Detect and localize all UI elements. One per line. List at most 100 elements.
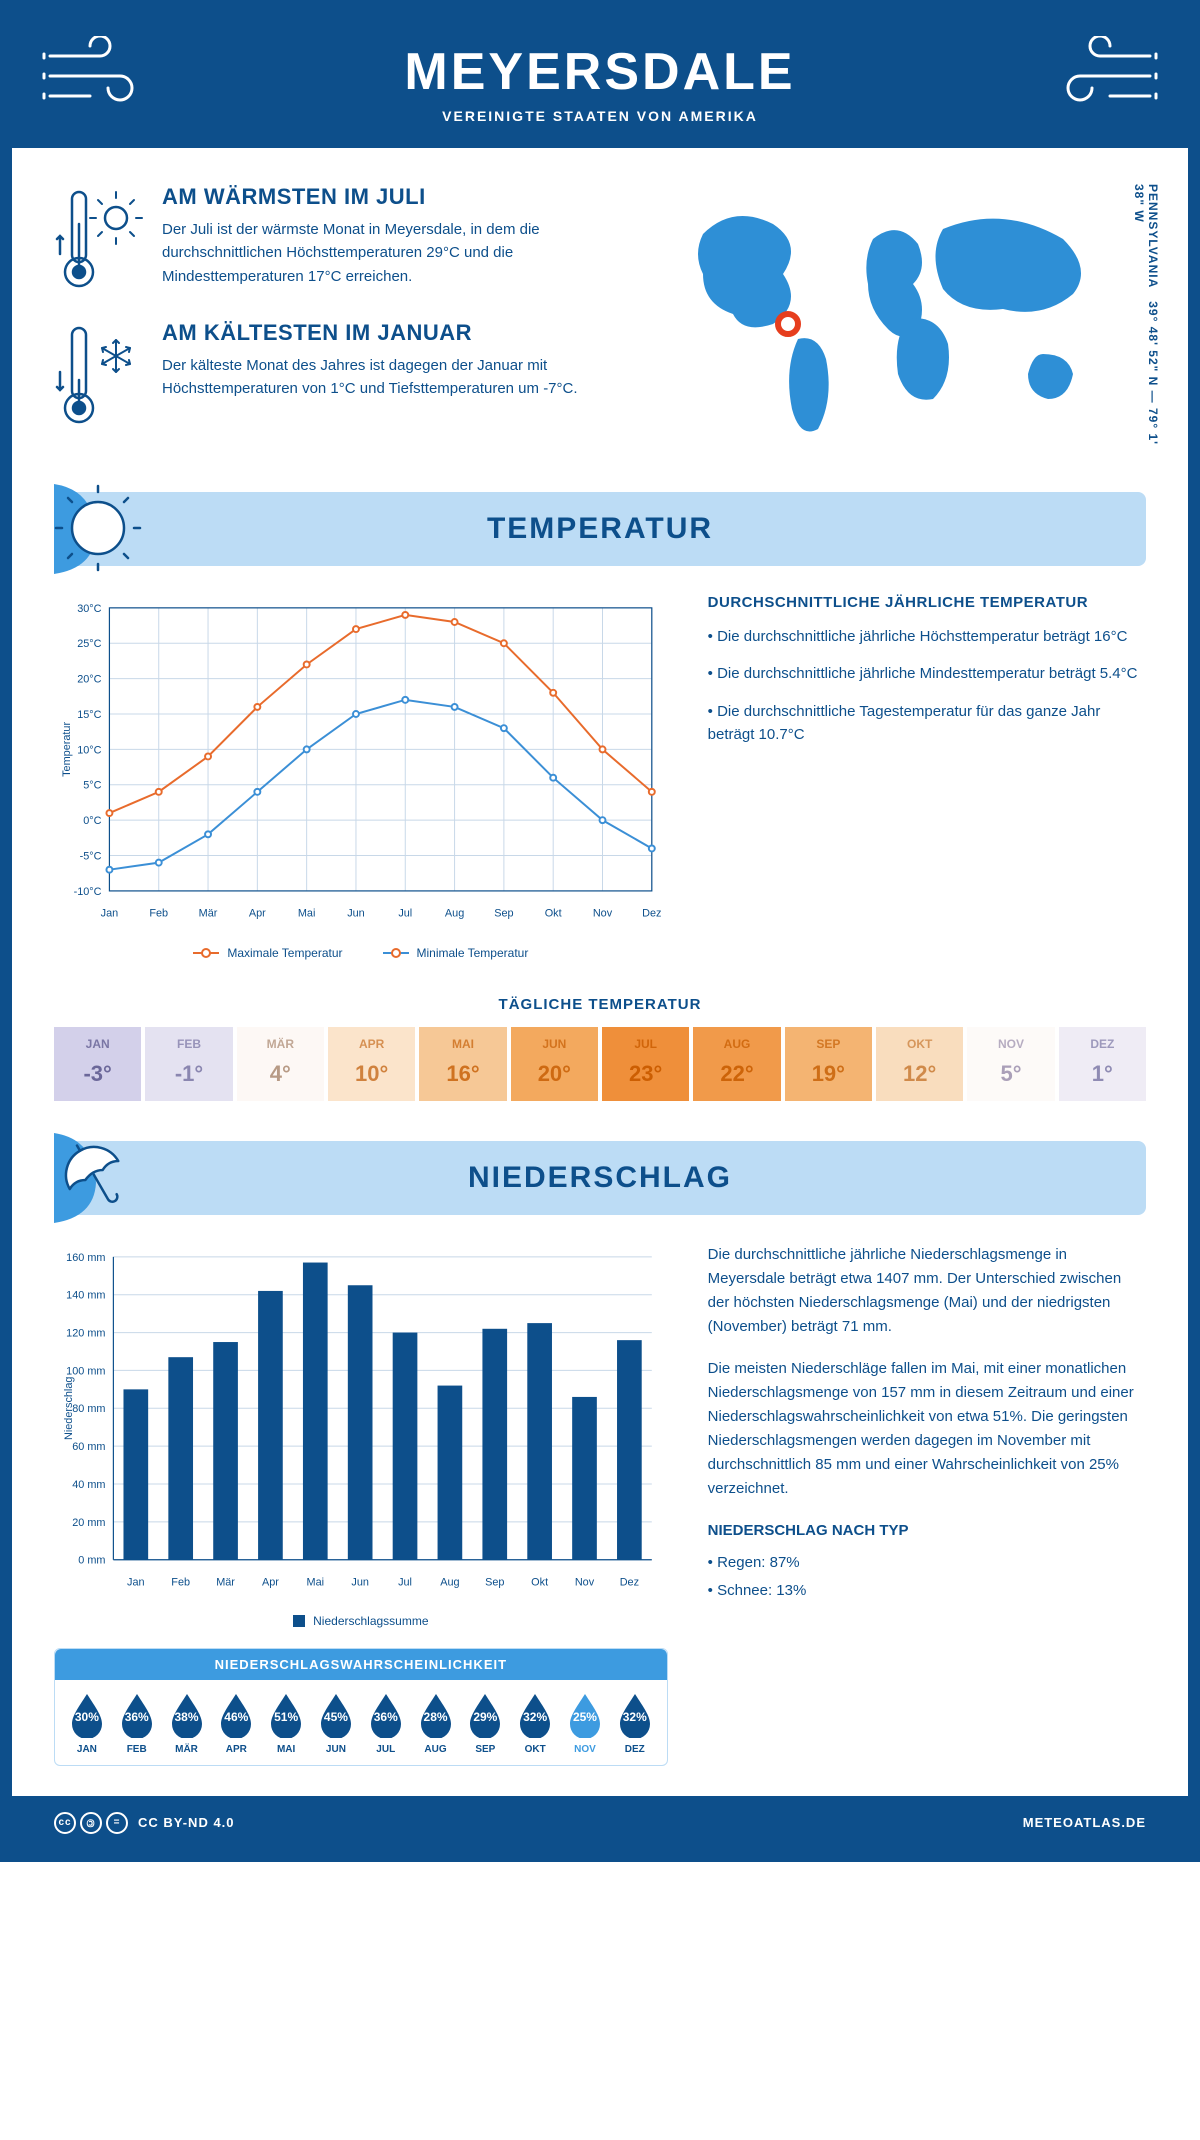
precip-bar-chart: 0 mm20 mm40 mm60 mm80 mm100 mm120 mm140 …	[54, 1243, 668, 1599]
precip-text: Die durchschnittliche jährliche Niedersc…	[708, 1243, 1146, 1766]
svg-text:120 mm: 120 mm	[66, 1327, 105, 1339]
svg-text:5°C: 5°C	[83, 780, 101, 792]
warmest-text: AM WÄRMSTEN IM JULI Der Juli ist der wär…	[162, 184, 580, 294]
svg-text:Okt: Okt	[531, 1576, 548, 1588]
probability-cell: 32% OKT	[511, 1692, 559, 1755]
temp-fact-2: • Die durchschnittliche jährliche Mindes…	[708, 662, 1146, 685]
raindrop-icon: 51%	[267, 1692, 305, 1738]
precip-section-header: NIEDERSCHLAG	[54, 1141, 1146, 1215]
svg-text:10°C: 10°C	[77, 744, 101, 756]
raindrop-icon: 29%	[466, 1692, 504, 1738]
precip-para-1: Die durchschnittliche jährliche Niedersc…	[708, 1243, 1146, 1339]
svg-text:Temperatur: Temperatur	[61, 722, 73, 777]
temperature-title: TEMPERATUR	[74, 512, 1126, 546]
temperature-section-header: TEMPERATUR	[54, 492, 1146, 566]
svg-text:Apr: Apr	[249, 908, 266, 920]
daily-temp-title: TÄGLICHE TEMPERATUR	[54, 996, 1146, 1013]
probability-cell: 46% APR	[212, 1692, 260, 1755]
raindrop-icon: 38%	[168, 1692, 206, 1738]
svg-text:Nov: Nov	[593, 908, 613, 920]
svg-text:80 mm: 80 mm	[72, 1403, 105, 1415]
footer: cc🄯= CC BY-ND 4.0 METEOATLAS.DE	[12, 1796, 1188, 1850]
precip-type-snow: • Schnee: 13%	[708, 1579, 1146, 1603]
svg-text:Okt: Okt	[545, 908, 562, 920]
intro-row: AM WÄRMSTEN IM JULI Der Juli ist der wär…	[54, 184, 1146, 456]
svg-text:-10°C: -10°C	[74, 886, 102, 898]
svg-text:40 mm: 40 mm	[72, 1478, 105, 1490]
svg-text:0 mm: 0 mm	[78, 1554, 105, 1566]
daily-cell: MAI16°	[419, 1027, 506, 1101]
svg-text:Dez: Dez	[642, 908, 661, 920]
coldest-fact: AM KÄLTESTEN IM JANUAR Der kälteste Mona…	[54, 320, 580, 430]
raindrop-icon: 25%	[566, 1692, 604, 1738]
daily-cell: OKT12°	[876, 1027, 963, 1101]
svg-text:Jan: Jan	[101, 908, 119, 920]
svg-text:Aug: Aug	[445, 908, 464, 920]
probability-cell: 36% JUL	[362, 1692, 410, 1755]
daily-cell: JUN20°	[511, 1027, 598, 1101]
probability-cell: 51% MAI	[262, 1692, 310, 1755]
svg-text:60 mm: 60 mm	[72, 1441, 105, 1453]
raindrop-icon: 32%	[616, 1692, 654, 1738]
infographic-page: MEYERSDALE VEREINIGTE STAATEN VON AMERIK…	[0, 0, 1200, 1862]
svg-text:100 mm: 100 mm	[66, 1365, 105, 1377]
svg-text:Niederschlag: Niederschlag	[63, 1376, 75, 1439]
svg-text:25°C: 25°C	[77, 638, 101, 650]
svg-text:Apr: Apr	[262, 1576, 279, 1588]
wind-icon-right	[1040, 36, 1160, 116]
precip-type-title: NIEDERSCHLAG NACH TYP	[708, 1519, 1146, 1543]
probability-cell: 45% JUN	[312, 1692, 360, 1755]
svg-text:Nov: Nov	[575, 1576, 595, 1588]
raindrop-icon: 45%	[317, 1692, 355, 1738]
raindrop-icon: 32%	[516, 1692, 554, 1738]
raindrop-icon: 36%	[367, 1692, 405, 1738]
raindrop-icon: 36%	[118, 1692, 156, 1738]
temperature-line-chart: -10°C-5°C0°C5°C10°C15°C20°C25°C30°CJanFe…	[54, 594, 668, 931]
precip-body: 0 mm20 mm40 mm60 mm80 mm100 mm120 mm140 …	[54, 1243, 1146, 1766]
raindrop-icon: 46%	[217, 1692, 255, 1738]
probability-cell: 29% SEP	[461, 1692, 509, 1755]
daily-cell: AUG22°	[693, 1027, 780, 1101]
daily-cell: JUL23°	[602, 1027, 689, 1101]
daily-temp-grid: JAN-3°FEB-1°MÄR4°APR10°MAI16°JUN20°JUL23…	[54, 1027, 1146, 1101]
probability-cell: 28% AUG	[412, 1692, 460, 1755]
probability-cell: 38% MÄR	[163, 1692, 211, 1755]
country-subtitle: VEREINIGTE STAATEN VON AMERIKA	[32, 108, 1168, 124]
map-panel: PENNSYLVANIA 39° 48' 52" N — 79° 1' 38" …	[620, 184, 1146, 456]
warmest-para: Der Juli ist der wärmste Monat in Meyers…	[162, 218, 580, 288]
probability-cell: 32% DEZ	[611, 1692, 659, 1755]
intro-facts: AM WÄRMSTEN IM JULI Der Juli ist der wär…	[54, 184, 580, 456]
footer-license: cc🄯= CC BY-ND 4.0	[54, 1812, 235, 1834]
svg-text:Mai: Mai	[298, 908, 316, 920]
precip-left: 0 mm20 mm40 mm60 mm80 mm100 mm120 mm140 …	[54, 1243, 668, 1766]
probability-cell: 36% FEB	[113, 1692, 161, 1755]
svg-text:Feb: Feb	[171, 1576, 190, 1588]
raindrop-icon: 30%	[68, 1692, 106, 1738]
warmest-title: AM WÄRMSTEN IM JULI	[162, 184, 580, 210]
svg-text:-5°C: -5°C	[80, 851, 102, 863]
svg-text:160 mm: 160 mm	[66, 1251, 105, 1263]
raindrop-icon: 28%	[417, 1692, 455, 1738]
probability-cell: 25% NOV	[561, 1692, 609, 1755]
precip-title: NIEDERSCHLAG	[74, 1161, 1126, 1195]
svg-text:Mär: Mär	[216, 1576, 235, 1588]
svg-text:30°C: 30°C	[77, 603, 101, 615]
coldest-text: AM KÄLTESTEN IM JANUAR Der kälteste Mona…	[162, 320, 580, 430]
precip-legend: Niederschlagssumme	[54, 1614, 668, 1628]
temperature-body: -10°C-5°C0°C5°C10°C15°C20°C25°C30°CJanFe…	[54, 594, 1146, 960]
footer-site: METEOATLAS.DE	[1023, 1815, 1146, 1830]
thermometer-hot-icon	[54, 184, 144, 294]
svg-text:Jul: Jul	[398, 1576, 412, 1588]
coldest-title: AM KÄLTESTEN IM JANUAR	[162, 320, 580, 346]
svg-text:140 mm: 140 mm	[66, 1289, 105, 1301]
svg-text:Sep: Sep	[494, 908, 513, 920]
svg-text:Mai: Mai	[307, 1576, 325, 1588]
precip-type-rain: • Regen: 87%	[708, 1551, 1146, 1575]
svg-text:0°C: 0°C	[83, 815, 101, 827]
content: AM WÄRMSTEN IM JULI Der Juli ist der wär…	[12, 148, 1188, 1766]
svg-text:Mär: Mär	[199, 908, 218, 920]
svg-text:Jun: Jun	[347, 908, 365, 920]
thermometer-cold-icon	[54, 320, 144, 430]
coldest-para: Der kälteste Monat des Jahres ist dagege…	[162, 354, 580, 401]
probability-box: NIEDERSCHLAGSWAHRSCHEINLICHKEIT 30% JAN …	[54, 1648, 668, 1766]
